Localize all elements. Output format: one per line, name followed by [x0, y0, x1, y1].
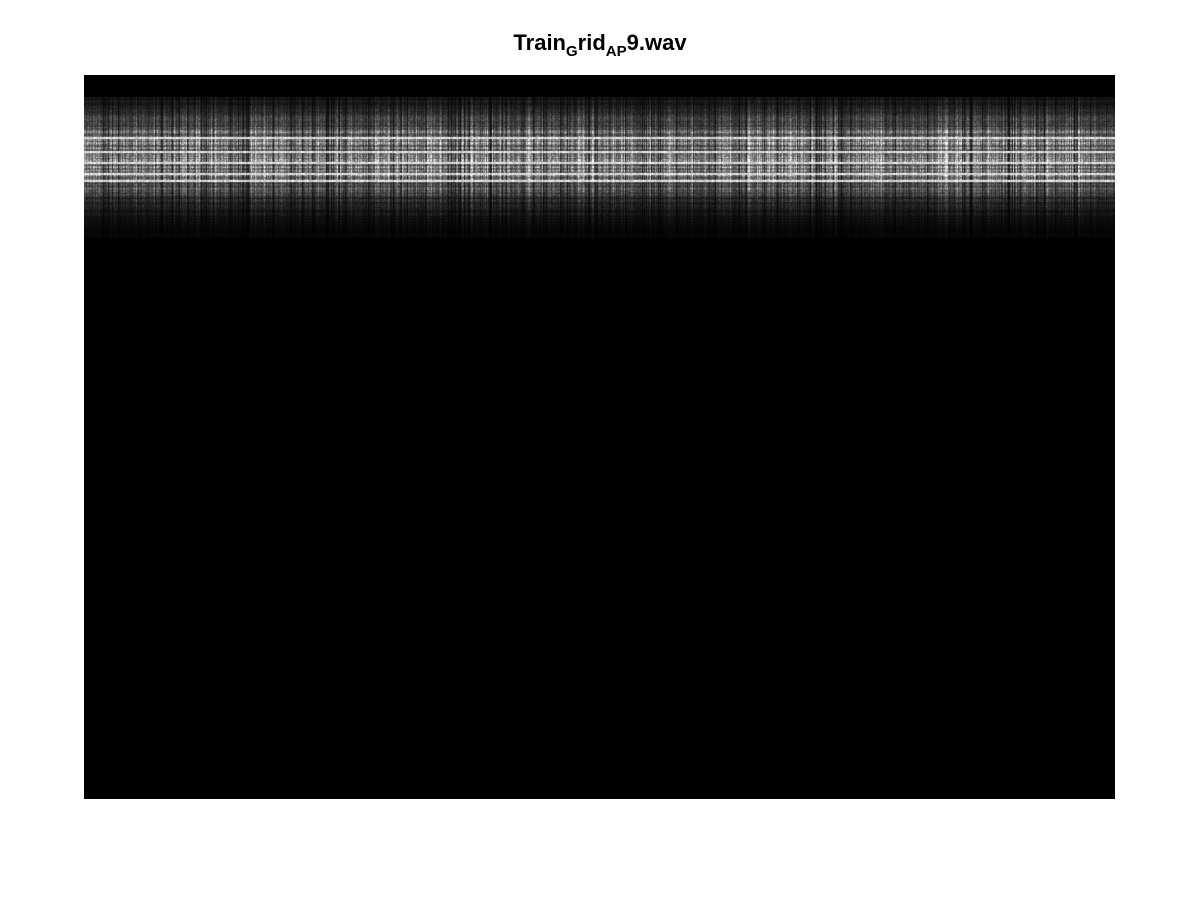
title-text: rid [577, 30, 606, 55]
title-text: 9.wav [626, 30, 687, 55]
spectrogram-image [84, 75, 1115, 799]
title-subscript: AP [605, 43, 627, 60]
chart-title: TrainGridAP9.wav [0, 30, 1200, 60]
title-text: Train [513, 30, 566, 55]
title-subscript: G [566, 43, 578, 60]
